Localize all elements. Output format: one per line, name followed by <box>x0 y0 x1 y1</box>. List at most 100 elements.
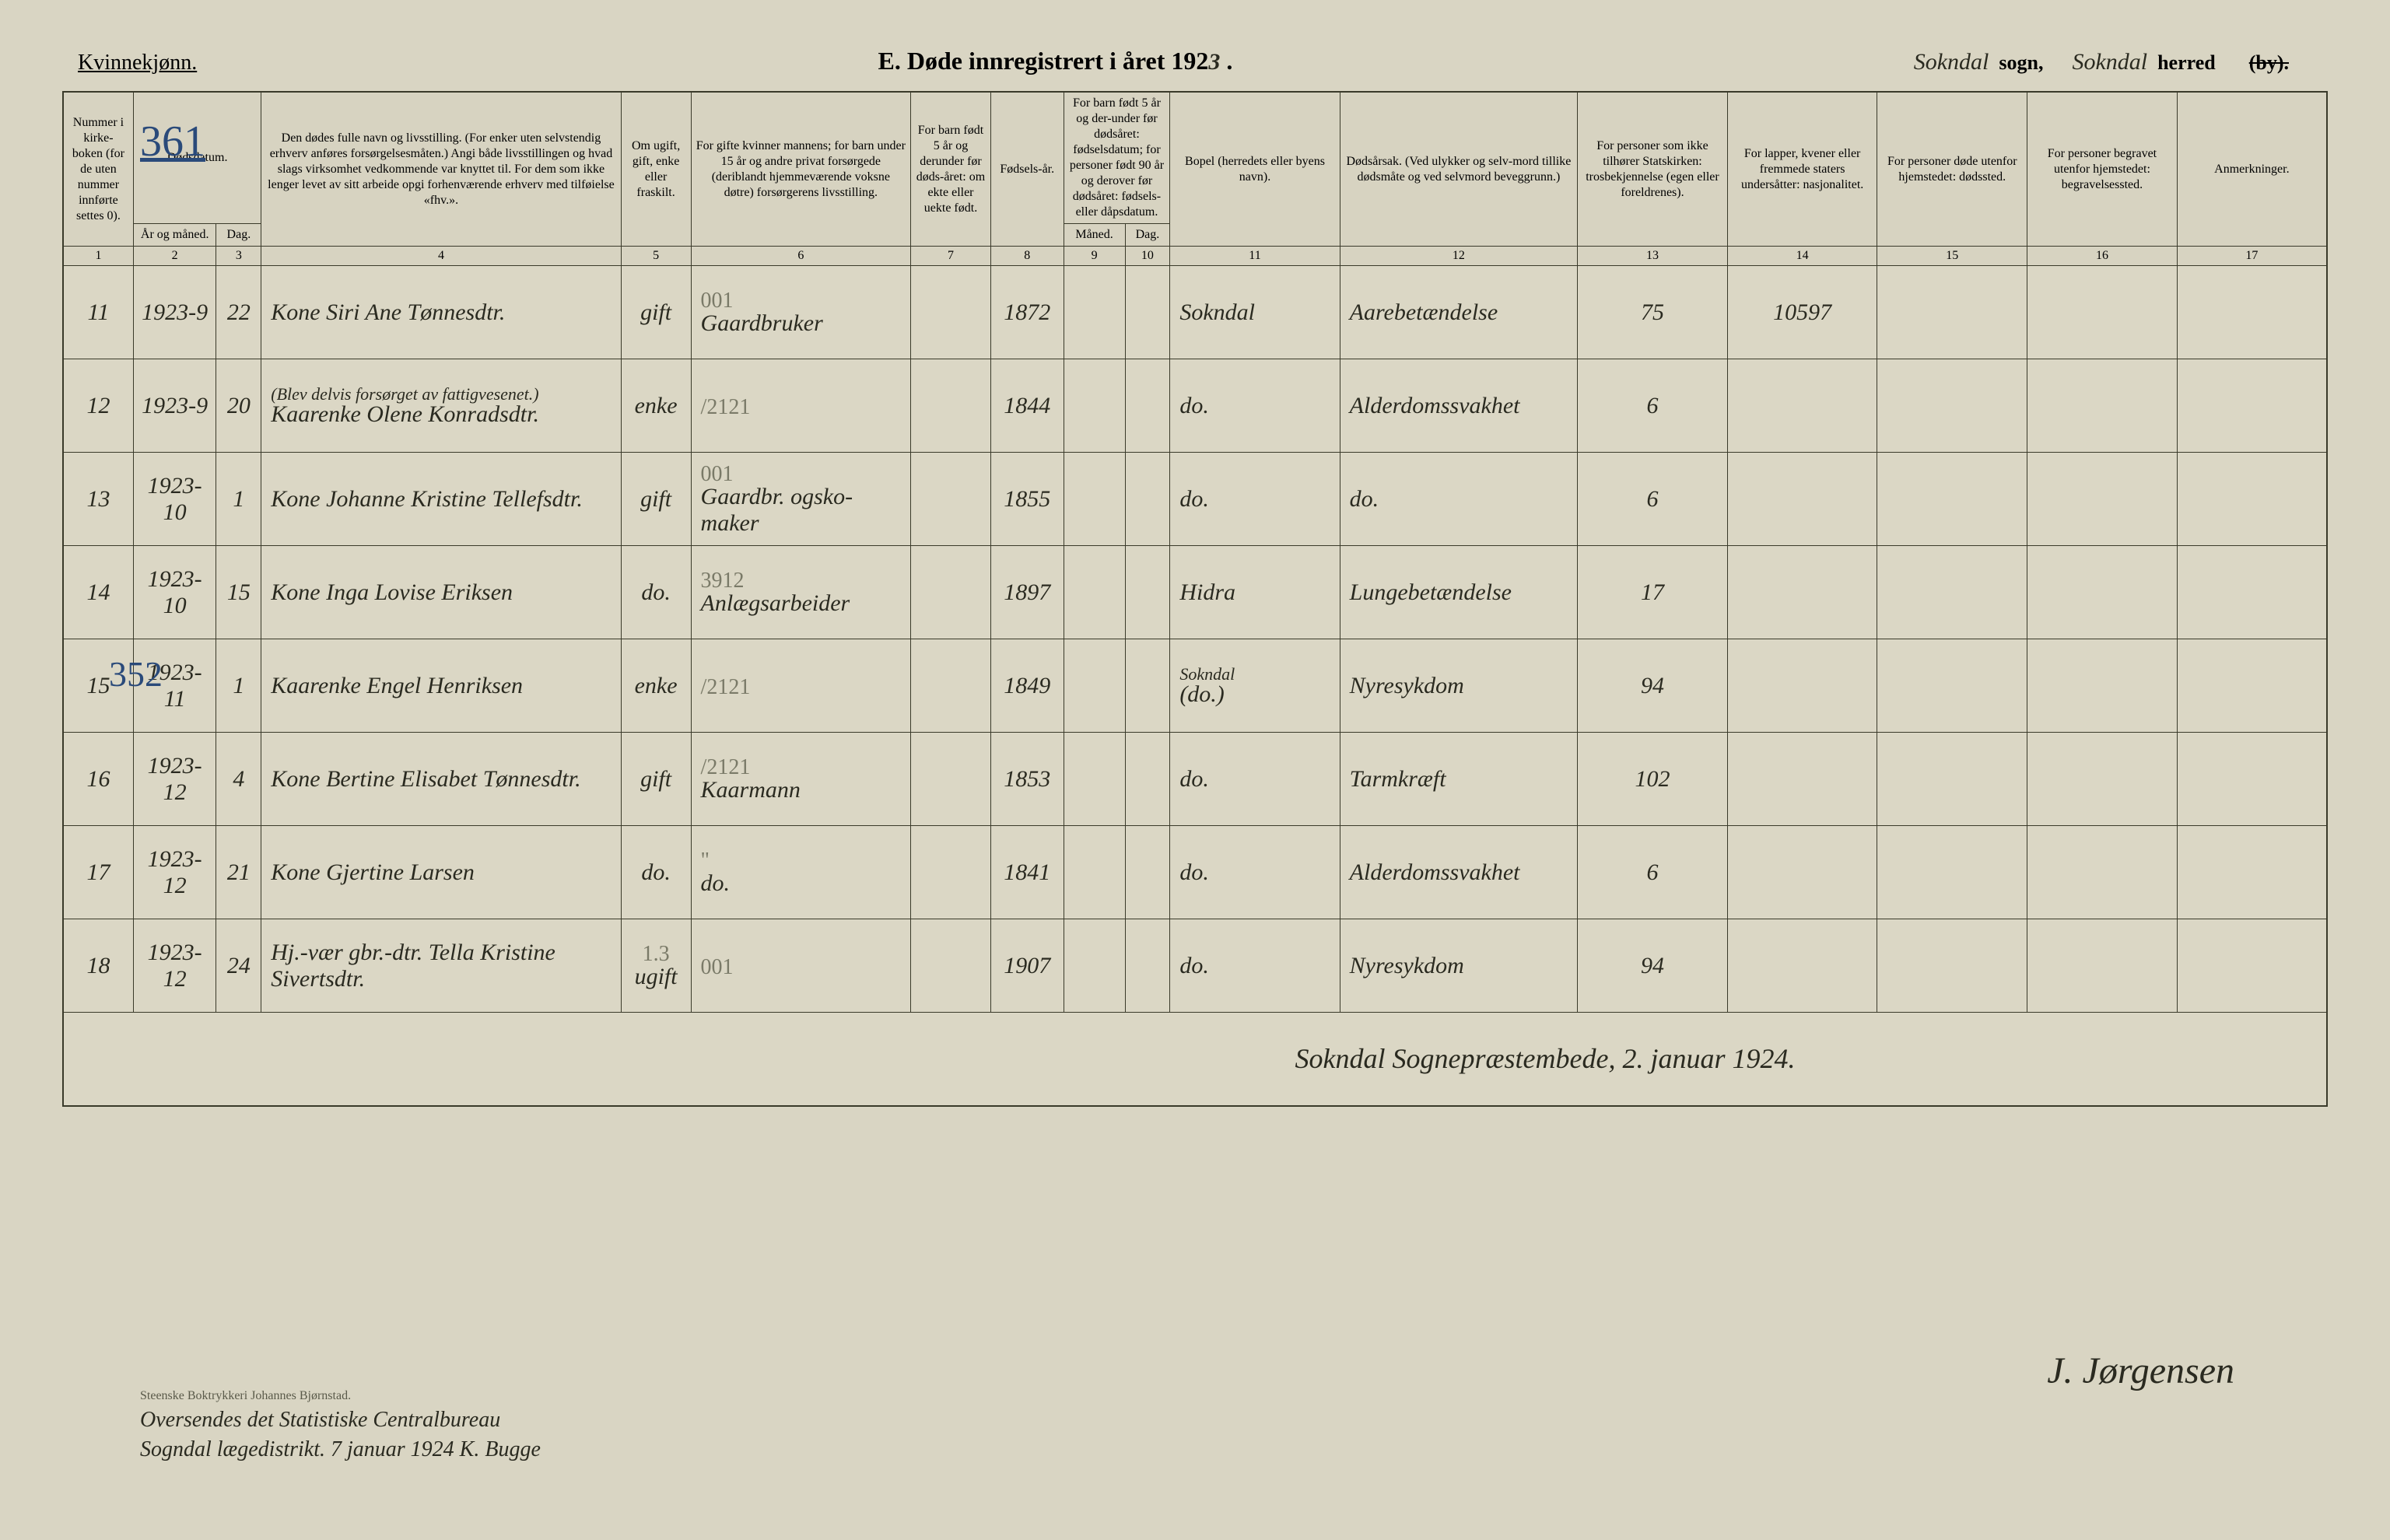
cell-ym: 1923-9 <box>133 266 216 359</box>
cell-bday <box>1125 266 1170 359</box>
cell-day: 21 <box>216 826 261 919</box>
col-header-num: Nummer i kirke-boken (for de uten nummer… <box>63 92 133 247</box>
cell-cause: Aarebetændelse <box>1340 266 1577 359</box>
cell-col14 <box>1727 546 1877 639</box>
table-row: 121923-920(Blev delvis forsørget av fatt… <box>63 359 2327 453</box>
cell-husband: /2121Kaarmann <box>691 733 911 826</box>
margin-annotation: 352 <box>109 653 163 695</box>
cell-cause: Alderdomssvakhet <box>1340 359 1577 453</box>
cell-col16 <box>2027 453 2178 546</box>
cell-husband: /2121 <box>691 359 911 453</box>
cell-bmonth <box>1064 826 1125 919</box>
footer: Steenske Boktrykkeri Johannes Bjørnstad.… <box>140 1389 2250 1462</box>
cell-ekte <box>911 546 991 639</box>
col-header-status: Om ugift, gift, enke eller fraskilt. <box>621 92 691 247</box>
cell-col17 <box>2177 733 2327 826</box>
cell-name: Kone Inga Lovise Eriksen <box>261 546 621 639</box>
cell-num: 16 <box>63 733 133 826</box>
cell-name: Hj.-vær gbr.-dtr. Tella Kristine Siverts… <box>261 919 621 1013</box>
cell-col17 <box>2177 826 2327 919</box>
cell-ekte <box>911 266 991 359</box>
cell-husband: 3912Anlægsarbeider <box>691 546 911 639</box>
cell-col13: 75 <box>1578 266 1728 359</box>
cell-bday <box>1125 453 1170 546</box>
cell-cause: Alderdomssvakhet <box>1340 826 1577 919</box>
table-row: 141923-1015Kone Inga Lovise Eriksendo.39… <box>63 546 2327 639</box>
cell-day: 1 <box>216 639 261 733</box>
cell-col16 <box>2027 826 2178 919</box>
cell-bmonth <box>1064 453 1125 546</box>
cell-day: 24 <box>216 919 261 1013</box>
cell-col13: 17 <box>1578 546 1728 639</box>
table-row: 111923-922Kone Siri Ane Tønnesdtr.gift00… <box>63 266 2327 359</box>
cell-day: 20 <box>216 359 261 453</box>
cell-bopel: do. <box>1170 733 1340 826</box>
col-header-ekte: For barn født 5 år og derunder før døds-… <box>911 92 991 247</box>
col-header-birthdate: For barn født 5 år og der-under før døds… <box>1064 92 1170 224</box>
cell-num: 13 <box>63 453 133 546</box>
cell-col14 <box>1727 919 1877 1013</box>
cell-ekte <box>911 453 991 546</box>
cell-name: Kone Johanne Kristine Tellefsdtr. <box>261 453 621 546</box>
cell-bopel: do. <box>1170 919 1340 1013</box>
cell-col15 <box>1877 639 2027 733</box>
cell-ym: 1923-12 <box>133 826 216 919</box>
cell-col15 <box>1877 826 2027 919</box>
cell-status: gift <box>621 453 691 546</box>
cell-num: 12 <box>63 359 133 453</box>
cell-col13: 6 <box>1578 453 1728 546</box>
col-header-bmonth: Måned. <box>1064 224 1125 247</box>
cell-birth: 1872 <box>990 266 1064 359</box>
cell-col15 <box>1877 546 2027 639</box>
cell-col15 <box>1877 919 2027 1013</box>
cell-ym: 1923-10 <box>133 453 216 546</box>
cell-bopel: do. <box>1170 453 1340 546</box>
table-row: 131923-101Kone Johanne Kristine Tellefsd… <box>63 453 2327 546</box>
cell-birth: 1907 <box>990 919 1064 1013</box>
cell-husband: "do. <box>691 826 911 919</box>
col-header-birth: Fødsels-år. <box>990 92 1064 247</box>
col-header-burial: For personer begravet utenfor hjemstedet… <box>2027 92 2178 247</box>
cell-col14: 10597 <box>1727 266 1877 359</box>
cell-col13: 94 <box>1578 639 1728 733</box>
cell-status: enke <box>621 639 691 733</box>
cell-ym: 1923-10 <box>133 546 216 639</box>
cell-cause: Lungebetændelse <box>1340 546 1577 639</box>
footer-note-1: Oversendes det Statistiske Centralbureau <box>140 1408 2250 1433</box>
signature-cell: Sokndal Sognepræstembede, 2. januar 1924… <box>63 1013 2327 1106</box>
cell-ekte <box>911 359 991 453</box>
cell-col17 <box>2177 919 2327 1013</box>
cell-bopel: do. <box>1170 359 1340 453</box>
cell-col17 <box>2177 453 2327 546</box>
cell-col14 <box>1727 639 1877 733</box>
cell-col14 <box>1727 453 1877 546</box>
cell-num: 17 <box>63 826 133 919</box>
col-header-husband: For gifte kvinner mannens; for barn unde… <box>691 92 911 247</box>
cell-husband: 001Gaardbr. ogsko-maker <box>691 453 911 546</box>
cell-bopel: do. <box>1170 826 1340 919</box>
signature: J. Jørgensen <box>2047 1349 2234 1392</box>
page-header: Kvinnekjønn. E. Døde innregistrert i åre… <box>62 47 2328 75</box>
cell-ym: 1923-12 <box>133 733 216 826</box>
cell-husband: /2121 <box>691 639 911 733</box>
cell-ekte <box>911 826 991 919</box>
cell-col16 <box>2027 546 2178 639</box>
ledger-page: Kvinnekjønn. E. Døde innregistrert i åre… <box>62 47 2328 1493</box>
table-row: 171923-1221Kone Gjertine Larsendo."do.18… <box>63 826 2327 919</box>
cell-bmonth <box>1064 546 1125 639</box>
col-header-bday: Dag. <box>1125 224 1170 247</box>
col-header-cause: Dødsårsak. (Ved ulykker og selv-mord til… <box>1340 92 1577 247</box>
cell-status: do. <box>621 546 691 639</box>
ledger-table: Nummer i kirke-boken (for de uten nummer… <box>62 91 2328 1107</box>
cell-col17 <box>2177 266 2327 359</box>
gender-label: Kvinnekjønn. <box>78 51 197 75</box>
table-row: 181923-1224Hj.-vær gbr.-dtr. Tella Krist… <box>63 919 2327 1013</box>
cell-birth: 1844 <box>990 359 1064 453</box>
cell-ekte <box>911 733 991 826</box>
cell-status: do. <box>621 826 691 919</box>
footer-note-2: Sogndal lægedistrikt. 7 januar 1924 K. B… <box>140 1437 2250 1462</box>
cell-day: 15 <box>216 546 261 639</box>
cell-col13: 6 <box>1578 826 1728 919</box>
cell-ekte <box>911 919 991 1013</box>
cell-day: 1 <box>216 453 261 546</box>
